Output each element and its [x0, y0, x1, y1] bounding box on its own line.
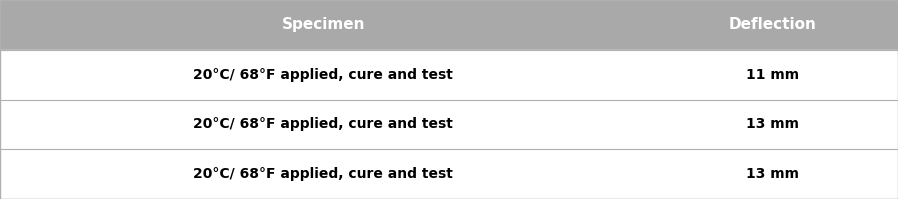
Text: Specimen: Specimen — [282, 17, 365, 32]
Bar — [0, 0, 898, 50]
Text: 13 mm: 13 mm — [745, 117, 799, 131]
Text: Deflection: Deflection — [728, 17, 816, 32]
Text: 13 mm: 13 mm — [745, 167, 799, 181]
Bar — [0, 100, 898, 149]
Text: 20°C/ 68°F applied, cure and test: 20°C/ 68°F applied, cure and test — [193, 117, 453, 131]
Bar — [0, 50, 898, 100]
Text: 20°C/ 68°F applied, cure and test: 20°C/ 68°F applied, cure and test — [193, 68, 453, 82]
Text: 11 mm: 11 mm — [745, 68, 799, 82]
Bar — [0, 149, 898, 199]
Text: 20°C/ 68°F applied, cure and test: 20°C/ 68°F applied, cure and test — [193, 167, 453, 181]
